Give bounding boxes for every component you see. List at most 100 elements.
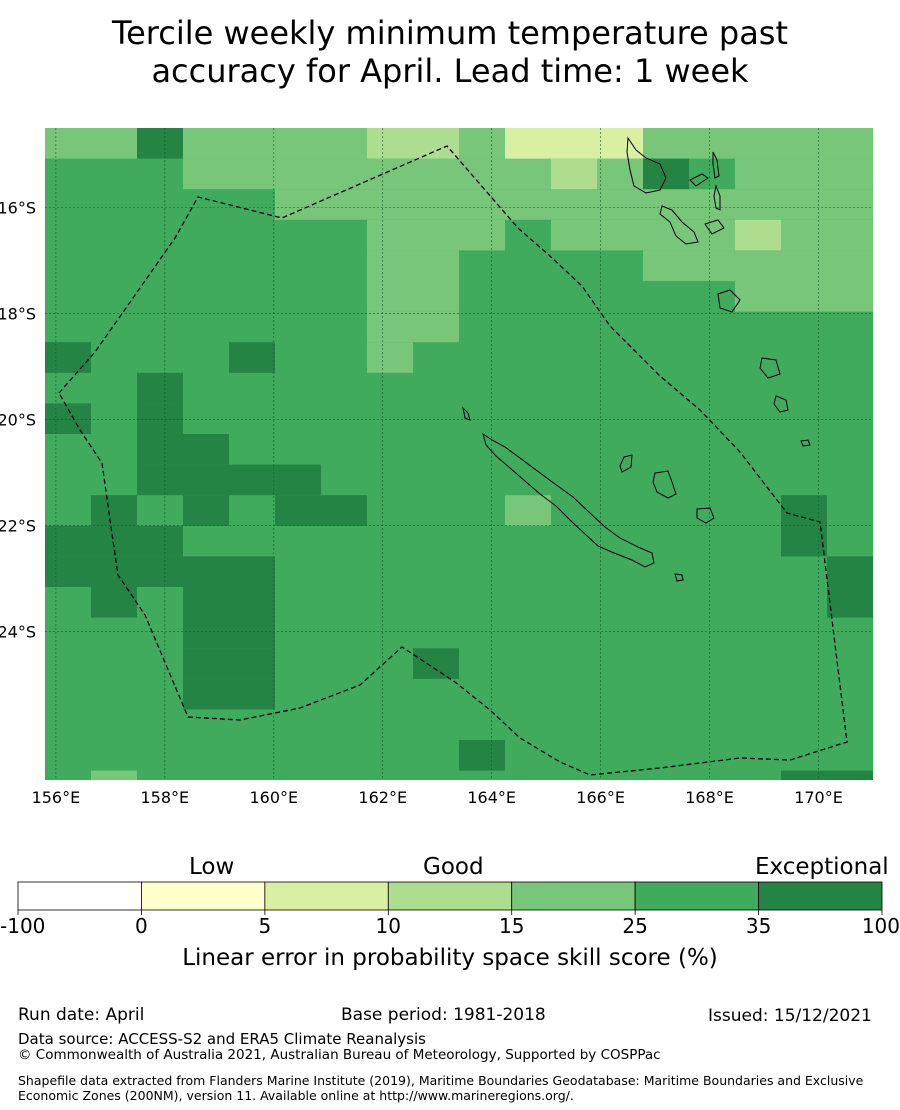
latitude-tick-label: 24°S xyxy=(0,623,36,642)
issued-date: Issued: 15/12/2021 xyxy=(708,1006,872,1026)
skill-cell xyxy=(367,128,413,159)
skill-cell xyxy=(781,250,827,281)
skill-cell xyxy=(275,158,321,190)
skill-cell xyxy=(367,158,413,190)
skill-cell xyxy=(91,556,137,587)
skill-cell xyxy=(229,158,275,190)
skill-cell xyxy=(413,311,459,343)
longitude-tick-label: 158°E xyxy=(141,788,190,807)
colorbar-box xyxy=(264,881,389,911)
skill-cell xyxy=(643,189,689,220)
skill-cell xyxy=(183,158,229,190)
graticule xyxy=(45,128,873,780)
colorbar-tick-label: -100 xyxy=(0,914,45,938)
malakula-island xyxy=(659,205,699,245)
skill-grid xyxy=(45,128,873,780)
skill-cell xyxy=(91,128,137,159)
skill-cell xyxy=(137,556,183,587)
skill-cell xyxy=(137,128,183,159)
longitude-tick-labels: 156°E 158°E 160°E 162°E 164°E 166°E 168°E 170°E xyxy=(32,788,843,807)
skill-cell xyxy=(735,128,781,159)
skill-cell xyxy=(689,250,735,281)
title-line-1: Tercile weekly minimum temperature past xyxy=(111,14,789,52)
skill-cell xyxy=(321,495,367,526)
skill-cell xyxy=(183,648,229,679)
skill-cell xyxy=(137,372,183,404)
skill-cell xyxy=(91,770,137,780)
skill-cell xyxy=(551,219,597,251)
skill-cell xyxy=(643,250,689,281)
skill-cell xyxy=(367,219,413,251)
skill-cell xyxy=(459,158,505,190)
maewo-island xyxy=(712,151,720,179)
skill-cell xyxy=(827,556,873,587)
land-outlines xyxy=(462,136,811,582)
loyalty-islands-mare xyxy=(696,507,715,524)
skill-cell xyxy=(597,158,643,190)
skill-cell xyxy=(689,219,735,251)
skill-cell xyxy=(45,525,91,557)
skill-cell xyxy=(413,219,459,251)
colorbar-tick-label: 0 xyxy=(135,914,148,938)
skill-cell xyxy=(229,128,275,159)
longitude-tick-label: 160°E xyxy=(249,788,298,807)
title-line-2: accuracy for April. Lead time: 1 week xyxy=(151,52,749,90)
skill-cell xyxy=(781,219,827,251)
data-source: Data source: ACCESS-S2 and ERA5 Climate … xyxy=(18,1030,426,1048)
skill-cell xyxy=(229,617,275,649)
skill-cell xyxy=(91,587,137,618)
skill-cell xyxy=(367,189,413,220)
skill-cell xyxy=(735,250,781,281)
skill-cell xyxy=(45,403,91,434)
isle-of-pines xyxy=(674,573,684,582)
skill-cell xyxy=(229,678,275,710)
shapefile-credit: Shapefile data extracted from Flanders M… xyxy=(18,1073,864,1103)
skill-cell xyxy=(137,403,183,434)
run-date: Run date: April xyxy=(18,1005,145,1025)
skill-cell xyxy=(735,158,781,190)
skill-cell xyxy=(275,128,321,159)
skill-cell xyxy=(183,617,229,649)
skill-cell xyxy=(459,740,505,771)
skill-cell xyxy=(91,495,137,526)
colorbar-axis-label: Linear error in probability space skill … xyxy=(182,945,718,971)
ambrym-island xyxy=(704,219,725,235)
colorbar-tick-label: 100 xyxy=(862,914,900,938)
skill-cell xyxy=(229,587,275,618)
skill-cell xyxy=(137,434,183,465)
longitude-tick-label: 164°E xyxy=(467,788,516,807)
longitude-tick-label: 156°E xyxy=(32,788,81,807)
longitude-tick-label: 168°E xyxy=(685,788,734,807)
colorbar-tick-label: 5 xyxy=(258,914,271,938)
latitude-tick-labels: 16°S 18°S 20°S 22°S 24°S xyxy=(0,199,36,642)
skill-cell xyxy=(183,556,229,587)
colorbar-box xyxy=(634,881,759,911)
skill-cell xyxy=(367,342,413,373)
skill-cell xyxy=(551,189,597,220)
skill-cell xyxy=(413,281,459,312)
tanna-island xyxy=(773,395,789,413)
skill-cell xyxy=(643,219,689,251)
skill-cell xyxy=(597,189,643,220)
skill-cell xyxy=(505,128,551,159)
skill-cell xyxy=(827,587,873,618)
skill-cell xyxy=(551,158,597,190)
colorbar-boxes xyxy=(17,881,883,911)
ambae-island xyxy=(689,173,709,187)
skill-cell xyxy=(229,464,275,496)
skill-cell xyxy=(689,128,735,159)
efate-island xyxy=(717,289,741,313)
skill-cell xyxy=(735,219,781,251)
skill-cell xyxy=(413,648,459,679)
skill-cell xyxy=(183,678,229,710)
skill-cell xyxy=(781,189,827,220)
skill-cell xyxy=(367,311,413,343)
skill-cell xyxy=(137,525,183,557)
colorbar-tick-label: 10 xyxy=(376,914,401,938)
colorbar: -100 0 5 10 15 25 35 100 Linear error in probab… xyxy=(0,881,900,971)
skill-cell xyxy=(45,342,91,373)
skill-cell xyxy=(781,281,827,312)
skill-cell xyxy=(229,556,275,587)
loyalty-islands-lifou xyxy=(652,470,677,499)
longitude-tick-label: 166°E xyxy=(576,788,625,807)
